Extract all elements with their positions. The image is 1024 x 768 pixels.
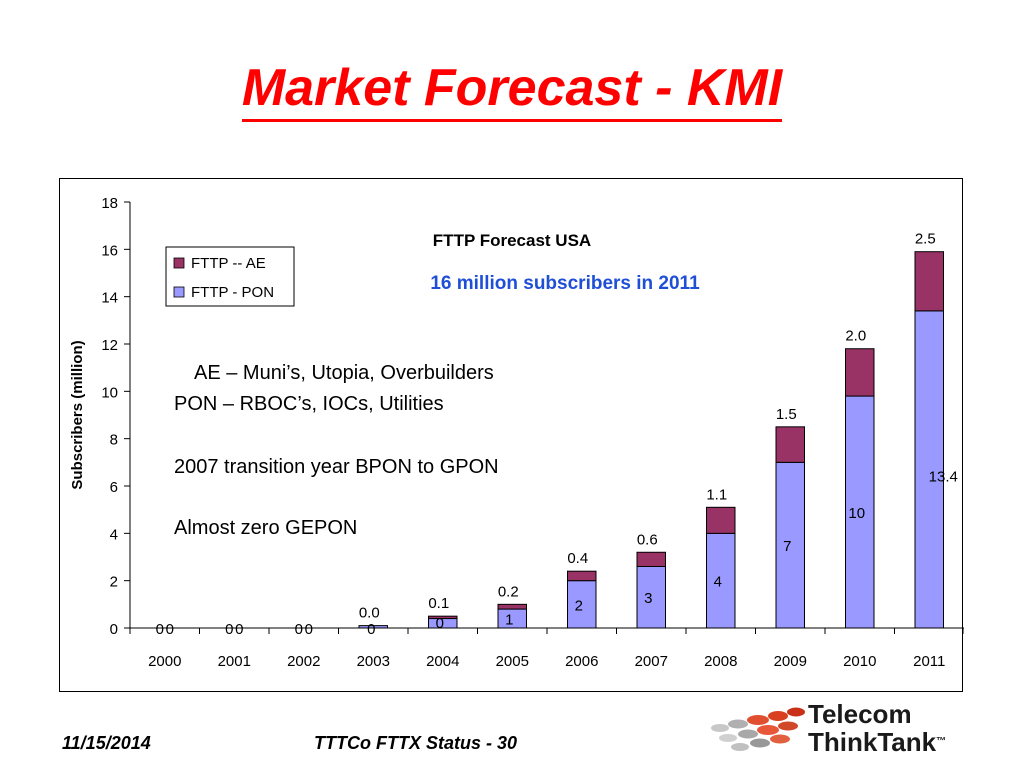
x-tick-label: 2007 [635, 653, 668, 670]
data-label-ae-2000: 0 [166, 621, 174, 638]
x-tick-label: 2005 [496, 653, 529, 670]
bar-pon-2007 [636, 565, 666, 629]
x-tick-label: 2004 [426, 653, 459, 670]
bar-ae-2009 [775, 426, 805, 463]
annotation-pon: PON – RBOC’s, IOCs, Utilities [174, 393, 444, 415]
chart-frame: 0 2 4 6 8 10 12 14 16 18 2000 2001 2002 2003 2004 2005 2… [59, 178, 964, 692]
data-label-pon-2008: 4 [714, 574, 722, 591]
slide-title-text: Market Forecast - KMI [241, 59, 783, 122]
data-label-ae-2006: 0.4 [567, 550, 588, 567]
data-label-pon-2009: 7 [783, 538, 791, 555]
x-tick-label: 2002 [287, 653, 320, 670]
x-tick-label: 2008 [704, 653, 737, 670]
data-label-pon-2006: 2 [575, 597, 583, 614]
annotation-transition: 2007 transition year BPON to GPON [174, 456, 499, 478]
logo-text: Telecom ThinkTank™ [808, 700, 946, 756]
data-label-pon-2000: 0 [156, 621, 164, 638]
bar-pon-2009 [775, 461, 805, 629]
x-tick-label: 2006 [565, 653, 598, 670]
bar-ae-2005 [497, 603, 527, 610]
bar-ae-2011 [914, 251, 944, 312]
bar-ae-2010 [845, 348, 875, 397]
data-label-pon-2011: 13.4 [929, 468, 958, 485]
data-label-pon-2004: 0 [436, 615, 444, 632]
legend-label-ae: FTTP -- AE [191, 255, 266, 272]
footer-date: 11/15/2014 [62, 733, 151, 753]
annotation-gepon: Almost zero GEPON [174, 517, 357, 539]
logo-tm: ™ [936, 736, 947, 747]
data-label-ae-2007: 0.6 [637, 531, 658, 548]
telecom-thinktank-logo: Telecom ThinkTank™ [700, 700, 1020, 760]
bar-ae-2006 [567, 570, 597, 582]
y-tick-label: 12 [101, 337, 118, 354]
logo-dots-icon [711, 707, 805, 751]
slide-title: Market Forecast - KMI [0, 58, 1024, 122]
data-label-ae-2010: 2.0 [845, 328, 866, 345]
data-label-ae-2008: 1.1 [706, 486, 727, 503]
chart-title: FTTP Forecast USA [433, 231, 591, 250]
legend-label-pon: FTTP - PON [191, 284, 274, 301]
x-tick-label: 2003 [357, 653, 390, 670]
y-tick-label: 10 [101, 384, 118, 401]
bar-ae-2007 [636, 551, 666, 567]
x-tick-label: 2010 [843, 653, 876, 670]
data-label-ae-2002: 0 [305, 621, 313, 638]
x-tick-label: 2011 [913, 653, 945, 670]
x-tick-label: 2001 [218, 653, 251, 670]
legend-swatch-pon [173, 286, 185, 298]
y-tick-label: 6 [110, 479, 118, 496]
x-tick-label: 2000 [148, 653, 181, 670]
y-tick-label: 0 [110, 621, 118, 638]
y-axis-label: Subscribers (million) [69, 340, 86, 489]
y-tick-label: 2 [110, 574, 118, 591]
bar-ae-2004 [428, 615, 458, 620]
bar-pon-2006 [567, 580, 597, 629]
chart-subtitle: 16 million subscribers in 2011 [430, 273, 700, 294]
y-tick-label: 16 [101, 242, 118, 259]
data-label-ae-2004: 0.1 [428, 595, 449, 612]
annotation-ae: AE – Muni’s, Utopia, Overbuilders [194, 362, 494, 384]
data-label-ae-2001: 0 [235, 621, 243, 638]
data-label-pon-2007: 3 [644, 590, 652, 607]
y-tick-label: 8 [110, 432, 118, 449]
data-label-pon-2010: 10 [848, 505, 865, 522]
x-tick-label: 2009 [774, 653, 807, 670]
data-label-ae-2005: 0.2 [498, 583, 519, 600]
data-label-pon-2002: 0 [295, 621, 303, 638]
y-tick-label: 4 [110, 526, 118, 543]
data-label-ae-2003: 0.0 [359, 605, 380, 622]
logo-line1: Telecom [808, 699, 912, 729]
bar-ae-2008 [706, 506, 736, 534]
data-label-pon-2001: 0 [225, 621, 233, 638]
legend-box [165, 246, 295, 307]
data-label-pon-2005: 1 [505, 612, 513, 629]
data-label-ae-2011: 2.5 [915, 231, 936, 248]
data-label-pon-2003: 0 [367, 621, 375, 638]
y-tick-label: 18 [101, 195, 118, 212]
y-tick-label: 14 [101, 290, 118, 307]
logo-line2: ThinkTank [808, 727, 937, 757]
bar-pon-2003 [358, 625, 388, 629]
bar-pon-2010 [845, 395, 875, 629]
footer-slide-info: TTTCo FTTX Status - 30 [314, 733, 518, 753]
data-label-ae-2009: 1.5 [776, 406, 797, 423]
legend-swatch-ae [173, 257, 185, 269]
